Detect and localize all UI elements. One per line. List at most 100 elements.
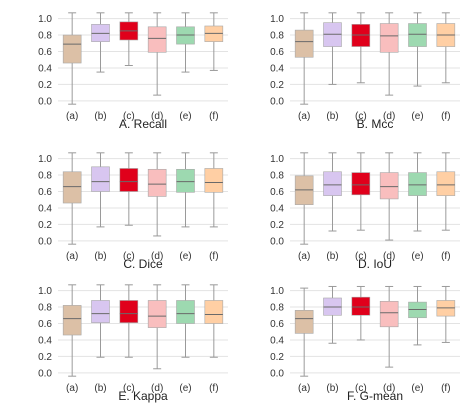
x-tick-label: (d) [151, 111, 163, 122]
x-tick-label: (e) [179, 383, 191, 394]
x-tick-label: (d) [383, 251, 395, 262]
x-tick-label: (b) [94, 383, 106, 394]
y-tick-label: 0.0 [270, 236, 284, 247]
y-tick-label: 1.0 [38, 14, 52, 25]
box-d [147, 26, 167, 53]
chart-panel: 0.0 0.2 0.4 0.6 0.8 1.0 (a) (b) (c) (d) (e) (f) F. G… [254, 278, 470, 404]
y-tick-label: 0.0 [38, 96, 52, 107]
x-tick-label: (d) [151, 251, 163, 262]
chart-plot: 0.0 0.2 0.4 0.6 0.8 1.0 (a) (b) (c) (d) (e) (f) [38, 284, 228, 394]
y-tick-label: 0.0 [38, 368, 52, 379]
box-d [379, 23, 399, 53]
x-tick-label: (b) [94, 251, 106, 262]
box-b [323, 171, 342, 196]
box-c [119, 168, 139, 192]
y-tick-label: 0.6 [38, 319, 52, 330]
box-a [294, 310, 314, 334]
y-tick-label: 0.6 [270, 187, 284, 198]
x-tick-label: (a) [298, 251, 310, 262]
x-tick-label: (e) [411, 383, 423, 394]
box-f [204, 300, 224, 324]
box-e [176, 168, 195, 193]
chart-plot: 0.0 0.2 0.4 0.6 0.8 1.0 (a) (b) (c) (d) (e) (f) [38, 152, 228, 262]
chart-panel: 0.0 0.2 0.4 0.6 0.8 1.0 (a) (b) (c) (d) (e) (f) B. M… [254, 6, 470, 132]
x-tick-label: (b) [94, 111, 106, 122]
chart-plot: 0.0 0.2 0.4 0.6 0.8 1.0 (a) (b) (c) (d) (e) (f) [270, 285, 460, 394]
x-tick-label: (e) [411, 251, 423, 262]
y-tick-label: 0.2 [270, 352, 284, 363]
x-tick-label: (c) [355, 251, 367, 262]
x-tick-label: (c) [123, 111, 135, 122]
box-d [379, 172, 399, 200]
y-tick-label: 0.4 [38, 335, 52, 346]
y-tick-label: 1.0 [38, 154, 52, 165]
box-c [119, 300, 139, 323]
x-tick-label: (b) [326, 251, 338, 262]
box-c [351, 296, 371, 316]
x-tick-label: (a) [66, 383, 78, 394]
x-tick-label: (c) [123, 251, 135, 262]
x-tick-label: (f) [209, 251, 218, 262]
y-tick-label: 0.6 [38, 187, 52, 198]
x-tick-label: (a) [298, 383, 310, 394]
box-e [176, 300, 195, 324]
box-f [436, 171, 456, 196]
y-tick-label: 0.8 [38, 303, 52, 314]
y-tick-label: 0.6 [38, 47, 52, 58]
x-tick-label: (a) [66, 111, 78, 122]
y-tick-label: 0.2 [38, 80, 52, 91]
x-tick-label: (c) [355, 111, 367, 122]
chart-panel: 0.0 0.2 0.4 0.6 0.8 1.0 (a) (b) (c) (d) (e) (f) A. R… [22, 6, 238, 132]
y-tick-label: 0.2 [270, 80, 284, 91]
y-tick-label: 0.0 [270, 368, 284, 379]
y-tick-label: 0.0 [270, 96, 284, 107]
chart-title: F. G-mean [346, 389, 403, 403]
box-b [91, 300, 110, 323]
chart-title: A. Recall [118, 117, 168, 131]
y-tick-label: 1.0 [270, 154, 284, 165]
y-tick-label: 0.8 [38, 31, 52, 42]
x-tick-label: (c) [123, 383, 135, 394]
box-b [91, 166, 110, 192]
chart-panel: 0.0 0.2 0.4 0.6 0.8 1.0 (a) (b) (c) (d) (e) (f) D. I… [254, 146, 470, 272]
y-tick-label: 0.4 [270, 63, 284, 74]
box-a [62, 34, 82, 64]
box-a [62, 305, 82, 336]
y-tick-label: 0.0 [38, 236, 52, 247]
y-tick-label: 0.8 [270, 303, 284, 314]
y-tick-label: 0.2 [38, 352, 52, 363]
box-e [408, 172, 427, 196]
x-tick-label: (a) [298, 111, 310, 122]
x-tick-label: (d) [383, 111, 395, 122]
y-tick-label: 0.8 [38, 171, 52, 182]
box-d [147, 300, 167, 328]
y-tick-label: 1.0 [270, 286, 284, 297]
y-tick-label: 0.4 [38, 203, 52, 214]
y-tick-label: 0.2 [270, 220, 284, 231]
box-a [62, 171, 82, 204]
box-d [379, 300, 399, 328]
box-e [408, 23, 427, 47]
box-a [294, 29, 314, 58]
x-tick-label: (f) [441, 383, 450, 394]
x-tick-label: (c) [355, 383, 367, 394]
x-tick-label: (f) [441, 251, 450, 262]
x-tick-label: (f) [441, 111, 450, 122]
x-tick-label: (e) [179, 111, 191, 122]
chart-panel: 0.0 0.2 0.4 0.6 0.8 1.0 (a) (b) (c) (d) (e) (f) E. K… [22, 278, 238, 404]
x-tick-label: (e) [411, 111, 423, 122]
x-tick-label: (b) [326, 383, 338, 394]
chart-panel: 0.0 0.2 0.4 0.6 0.8 1.0 (a) (b) (c) (d) (e) (f) C. D… [22, 146, 238, 272]
chart-title: B. Mcc [356, 117, 394, 131]
y-tick-label: 0.8 [270, 171, 284, 182]
chart-title: C. Dice [123, 257, 163, 271]
x-tick-label: (a) [66, 251, 78, 262]
x-tick-label: (e) [179, 251, 191, 262]
y-tick-label: 0.6 [270, 319, 284, 330]
y-tick-label: 0.6 [270, 47, 284, 58]
chart-plot: 0.0 0.2 0.4 0.6 0.8 1.0 (a) (b) (c) (d) (e) (f) [270, 12, 460, 122]
y-tick-label: 1.0 [38, 286, 52, 297]
chart-title: D. IoU [357, 257, 392, 271]
chart-title: E. Kappa [118, 389, 168, 403]
